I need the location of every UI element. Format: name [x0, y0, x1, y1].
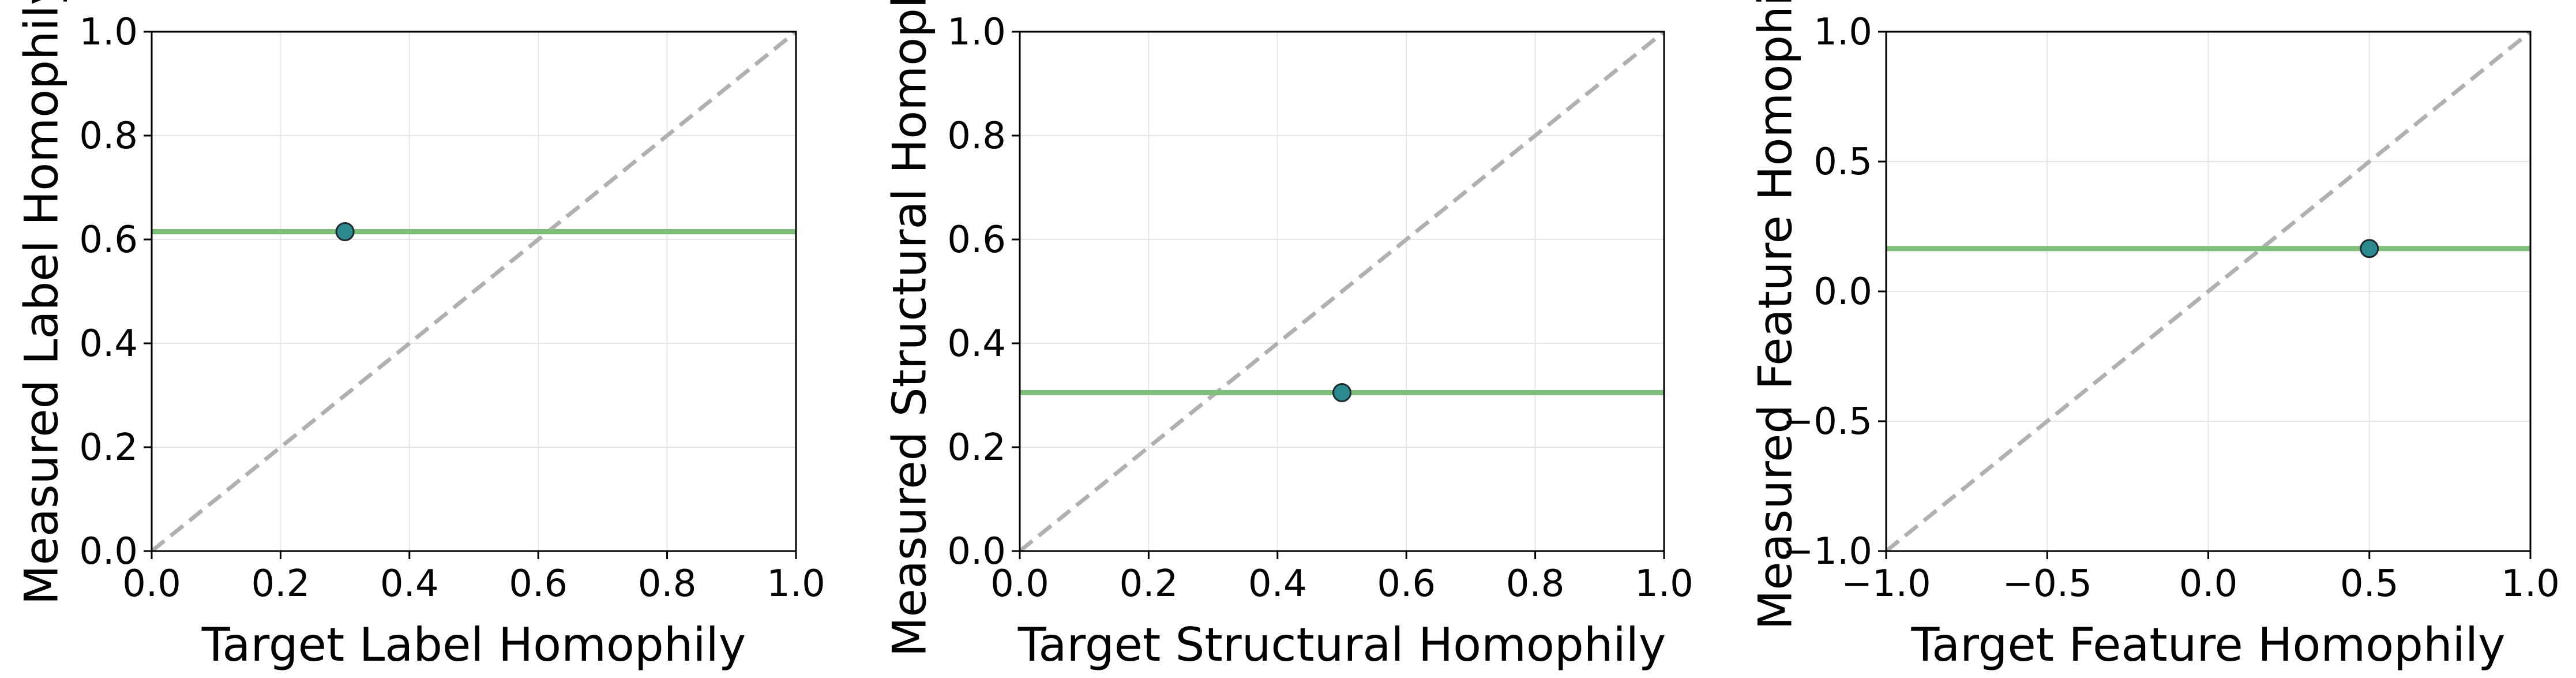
y-tick-label: 0.0 [947, 530, 1006, 573]
panel-structural-homophily: 0.0 0.2 0.4 0.6 0.8 1.0 0.0 0.2 0.4 0.6 0.8 1.0 Targ… [883, 0, 1693, 672]
x-tick-label: 1.0 [2501, 563, 2560, 605]
data-point [335, 222, 355, 241]
x-tick-label: 0.5 [2340, 563, 2399, 605]
y-tick-label: 0.8 [947, 115, 1006, 158]
diagonal-reference-line [152, 32, 796, 551]
y-tick-label: 0.0 [79, 530, 138, 573]
x-tick-label: 0.0 [990, 563, 1049, 605]
y-tick-label: 0.8 [79, 115, 138, 158]
data-point [1332, 383, 1351, 402]
x-tick-label: 0.2 [251, 563, 310, 605]
y-axis-label: Measured Structural Homophily [883, 0, 937, 657]
x-axis-label: Target Feature Homophily [1911, 618, 2506, 672]
axes-frame [151, 31, 797, 552]
x-tick-label: 0.6 [1377, 563, 1436, 605]
y-axis-label: Measured Label Homophily [15, 0, 69, 605]
x-tick-label: 0.8 [638, 563, 697, 605]
x-axis-label: Target Structural Homophily [1017, 618, 1666, 672]
y-tick-label: 0.2 [79, 426, 138, 469]
axes-frame [1019, 31, 1665, 552]
y-tick-label: 1.0 [1813, 11, 1872, 54]
y-tick-label: 0.6 [947, 219, 1006, 261]
y-tick-label: 0.4 [79, 323, 138, 365]
x-tick-label: −1.0 [1841, 563, 1931, 605]
panel-feature-homophily: −1.0 −0.5 0.0 0.5 1.0 −1.0 −0.5 0.0 0.5 1.0 Target… [1749, 0, 2560, 672]
y-tick-label: 0.6 [79, 219, 138, 261]
y-tick-label: −0.5 [1783, 400, 1872, 443]
x-tick-label: −0.5 [2003, 563, 2092, 605]
x-tick-label: 0.0 [2179, 563, 2238, 605]
plot-area [1020, 32, 1664, 551]
y-tick-label: 0.5 [1813, 141, 1872, 183]
y-tick-label: 1.0 [79, 11, 138, 54]
x-tick-label: 1.0 [1635, 563, 1693, 605]
y-tick-label: 0.4 [947, 323, 1006, 365]
y-tick-label: −1.0 [1783, 530, 1872, 573]
x-tick-label: 0.2 [1120, 563, 1178, 605]
plot-area [152, 32, 796, 551]
x-tick-label: 0.8 [1506, 563, 1565, 605]
x-tick-label: 0.0 [122, 563, 181, 605]
y-tick-label: 1.0 [947, 11, 1006, 54]
x-axis-label: Target Label Homophily [201, 618, 746, 672]
x-tick-label: 0.6 [509, 563, 568, 605]
panel-label-homophily: 0.0 0.2 0.4 0.6 0.8 1.0 0.0 0.2 0.4 0.6 0.8 1.0 Targ… [15, 0, 825, 672]
diagonal-reference-line [1886, 32, 2530, 551]
y-axis-label: Measured Feature Homophily [1749, 0, 1803, 630]
x-tick-label: 0.4 [1248, 563, 1307, 605]
data-point [2360, 239, 2379, 259]
x-tick-label: 0.4 [380, 563, 439, 605]
y-tick-label: 0.0 [1813, 271, 1872, 313]
diagonal-reference-line [1020, 32, 1664, 551]
x-tick-label: 1.0 [767, 563, 825, 605]
plot-area [1886, 32, 2530, 551]
y-tick-label: 0.2 [947, 426, 1006, 469]
